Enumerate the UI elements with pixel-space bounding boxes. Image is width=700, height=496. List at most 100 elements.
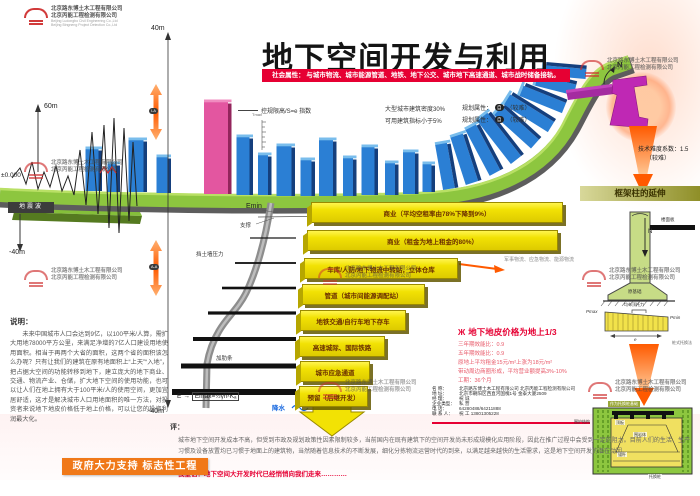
funnel-arrow-1 xyxy=(629,126,657,195)
building xyxy=(403,149,419,194)
yellow-down-arrow xyxy=(298,403,366,437)
dewater-label: 降水 xyxy=(272,405,285,412)
market-line-1: 三年期效能比：0.9 xyxy=(458,342,505,348)
market-block: Ж 地下地皮价格为地上1/3 三年期效能比：0.9 五年期效能比：0.9 原地上… xyxy=(458,326,596,386)
pink-tower xyxy=(204,99,232,194)
north-arrow xyxy=(603,66,615,85)
axis-60m: 60m xyxy=(44,103,58,110)
comment-slogan: 我坚信：地下空间大开发时代已经悄悄向我们走来………… xyxy=(178,471,347,478)
axis-minus40-left: -40m xyxy=(9,249,25,256)
building xyxy=(343,155,357,196)
bar-garage-logistics: 车库/人防/地下物流中转站，立体仓库 xyxy=(304,258,458,279)
building xyxy=(501,90,557,133)
legend-limit-text: 控规限高/S=e 指数 xyxy=(261,109,312,115)
legend-indicator: 可用建筑指标小于5% xyxy=(385,116,442,125)
building xyxy=(422,161,435,192)
legend-plan-1: 规划属性： 自 （较难） xyxy=(462,103,531,112)
plan-left-label: 围护结构 xyxy=(574,419,590,424)
company-info: 名 称： 北京路东博土木工程有限公司 北京丙能工程检测有限公司 地 址： 北京市朝阳… xyxy=(432,386,592,416)
frame-column-header: 框架柱的延伸 xyxy=(580,186,700,201)
plan-diagram xyxy=(592,407,693,475)
building xyxy=(319,137,337,196)
legend-plan-2: 规划属性： 自 （较难） xyxy=(462,115,531,124)
footing-label: 原基础 xyxy=(628,289,642,294)
plan-badge-icon: 自 xyxy=(495,104,504,111)
market-icon: Ж xyxy=(458,327,466,337)
market-line-3: 原地上平均租金15元/m²上涨为18元/m² xyxy=(458,360,553,366)
line-sample-icon xyxy=(238,110,258,111)
axis-40m-center: 40m xyxy=(151,25,165,32)
building xyxy=(464,120,504,176)
company-row-contact: 联 系 人：祝 工 13801305228 xyxy=(432,411,499,416)
pmin-label: Pmin xyxy=(670,315,681,320)
company-row: 企业类型：私 营 xyxy=(432,401,470,406)
company-row: 名 称： 北京路东博土木工程有限公司 北京丙能工程检测有限公司 xyxy=(432,386,576,391)
explain-title: 说明： xyxy=(10,317,33,326)
city-buildings xyxy=(85,61,587,196)
slab-label: 楼面板 xyxy=(661,217,675,222)
pressure-diagram xyxy=(604,309,669,338)
plan-badge-icon: 自 xyxy=(495,116,504,123)
bar-pipelines: 管道（城市间能源调配站） xyxy=(302,284,425,305)
footing-diagram xyxy=(600,211,695,307)
plan-pile-label: 托换桩 xyxy=(648,474,662,479)
plan-rock-label: 围岩体 xyxy=(633,432,647,437)
building xyxy=(258,152,272,195)
tmax-label: Tmax xyxy=(252,112,262,117)
emin-label: Emin xyxy=(246,203,262,210)
section-badge-a: I-A xyxy=(149,108,158,114)
bar-commercial-1: 商业（平均空租率由78%下降到9%） xyxy=(311,202,563,223)
support-label: 支撑 xyxy=(240,223,252,229)
plan-label: 规划属性： xyxy=(462,118,493,124)
company-row: 电 话： 64280488/64211888 xyxy=(432,406,501,411)
axis-zero: ±0.000 xyxy=(1,172,21,179)
market-title: 地下地皮价格为地上1/3 xyxy=(468,327,557,337)
building xyxy=(300,157,315,196)
building xyxy=(107,161,120,192)
social-attribute-banner: 社会属性： 与城市物流、城市能源管道、地铁、地下公交、城市地下高速通道、城市战时… xyxy=(262,69,570,82)
axial-force-label: N xyxy=(648,229,653,235)
earth-pressure-label: 挡土墙压力 xyxy=(196,252,224,258)
building xyxy=(361,144,378,195)
plan-anchor-label: 锚杆 xyxy=(617,452,627,457)
company-row: 地 址： 北京市朝阳区西直河国槐1号 金泰大厦2509 xyxy=(432,391,547,396)
seismic-wave xyxy=(11,117,138,234)
section-badge-b: A-A xyxy=(149,264,160,270)
building xyxy=(276,143,295,196)
bracket-label: 均布顶托力 xyxy=(624,302,644,307)
bar-commercial-2: 商业（租金为地上租金的80%） xyxy=(307,230,558,251)
compass-n-label: N xyxy=(617,60,623,69)
bar-highspeed-rail: 高速城际、国际铁路 xyxy=(299,336,385,357)
difficulty-level: （较难） xyxy=(646,156,671,162)
comment-title: 评： xyxy=(170,424,184,431)
difficulty-text: 技术难度系数：1.5 xyxy=(638,147,689,153)
pressure-formula: E → Emax=½γh²Kₐ xyxy=(177,392,240,401)
building xyxy=(449,129,482,186)
pmax-label: Pmax xyxy=(586,309,598,314)
red-house-icon xyxy=(99,165,117,175)
company-row: 经 理：祝 诚 xyxy=(432,396,470,401)
building xyxy=(385,160,399,195)
axis-minus40-center: -40m xyxy=(148,408,164,415)
funnel-arrow-2 xyxy=(629,344,659,406)
building xyxy=(516,81,568,114)
explain-body: 未来中国城市人口会达到9亿，以100平米/人算，需扩大用地78000平方公里，来… xyxy=(10,331,168,423)
e-dim-label: e xyxy=(634,337,637,342)
comment-body: 城市地下空间开发成本不高，但受到市政及规划政策性因素限制较多，当前国内在既有建筑… xyxy=(178,438,690,455)
seismic-label: 地震波 xyxy=(8,202,54,213)
plan-roof-label: 顶板 xyxy=(615,420,625,425)
difficulty-note: 技术难度系数：1.5 （较难） xyxy=(638,144,688,162)
rib-label: 加肋条 xyxy=(216,356,233,362)
legend-density: 大型城市建筑密度30% xyxy=(385,104,445,113)
building xyxy=(434,139,459,191)
bar-metro-bike: 地铁交通/自行车地下存车 xyxy=(300,310,406,331)
drift-ruler xyxy=(261,120,266,150)
emax-formula: Emax=½γh²Kₐ xyxy=(191,392,240,401)
building xyxy=(236,134,253,195)
bar-emergency: 城市应急通道 xyxy=(300,361,370,382)
market-line-4: 带动周边商圈形成，平均营业额提高3%-10% xyxy=(458,369,567,375)
arrow-right-icon: → xyxy=(183,393,190,400)
legend-limit-line: 控规限高/S=e 指数 xyxy=(238,106,311,115)
market-line-5: 工期：36个月 xyxy=(458,378,492,384)
